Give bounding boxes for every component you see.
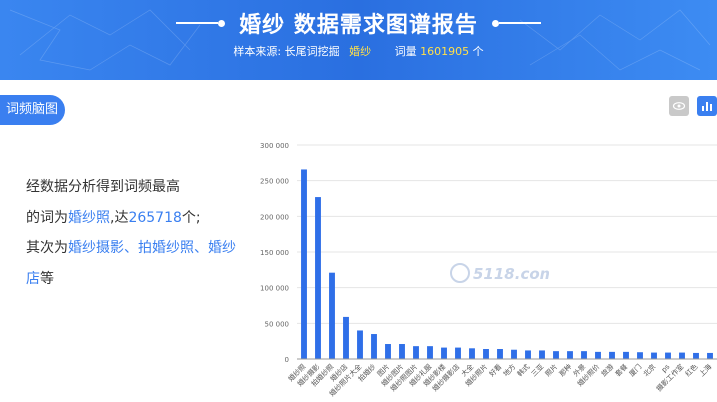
bar (329, 272, 335, 359)
bar (511, 349, 517, 359)
x-tick-label: 好看 (487, 362, 503, 378)
bar (553, 351, 559, 359)
page-title: 婚纱 数据需求图谱报告 (239, 13, 478, 38)
y-tick-label: 0 (285, 356, 289, 364)
summary-prefix-2: 其次为 (26, 240, 68, 256)
keyword-badge: 婚纱 (349, 45, 372, 58)
network-pattern (9, 9, 711, 71)
bar (609, 351, 615, 359)
y-tick-label: 200 000 (260, 213, 289, 221)
top-word-link[interactable]: 婚纱照 (68, 209, 110, 226)
summary-line-4: 店等 (26, 264, 251, 295)
bar (301, 169, 307, 359)
x-tick-label: ps (660, 363, 672, 375)
bar (525, 350, 531, 359)
bar (651, 352, 657, 359)
bar (679, 352, 685, 359)
title-decoration-right (491, 19, 541, 27)
bar (595, 351, 601, 359)
x-tick-label: 旅游 (599, 362, 615, 378)
y-tick-label: 50 000 (265, 320, 290, 328)
bar (539, 350, 545, 359)
frequency-summary: 经数据分析得到词频最高 的词为婚纱照,达265718个; 其次为婚纱摄影、拍婚纱… (26, 172, 251, 294)
bar (497, 349, 503, 359)
count-unit: 个 (472, 45, 484, 58)
bar (707, 352, 713, 359)
summary-line-3: 其次为婚纱摄影、拍婚纱照、婚纱 (26, 233, 251, 264)
x-tick-label: 红色 (683, 362, 699, 378)
summary-suffix-2: 等 (40, 270, 54, 287)
count-value: 1601905 (420, 45, 470, 58)
x-tick-label: 那种 (557, 362, 573, 378)
bar (665, 352, 671, 359)
bar (413, 346, 419, 359)
bar (399, 344, 405, 359)
toggle-view-button[interactable] (669, 96, 689, 116)
watermark-mark: 5118.com (450, 263, 555, 283)
y-tick-label: 300 000 (260, 142, 289, 150)
x-tick-label: 套餐 (613, 362, 629, 378)
summary-line-2: 的词为婚纱照,达265718个; (26, 203, 251, 234)
watermark-logo: 5118.com (449, 260, 555, 286)
tab-word-frequency[interactable]: 词频脑图 (0, 95, 65, 125)
y-tick-label: 250 000 (260, 178, 289, 186)
word-frequency-bar-chart: 0 50 000 100 000 150 000 200 000 250 000 300 0… (260, 142, 717, 398)
bar (693, 352, 699, 359)
bar (385, 344, 391, 359)
top-count: 265718 (128, 209, 182, 226)
report-header: 婚纱 数据需求图谱报告 样本来源: 长尾词挖掘 婚纱 词量 1601905 个 (0, 0, 717, 80)
x-tick-label: 韩式 (515, 362, 531, 378)
bar (441, 347, 447, 359)
summary-mid: ,达 (110, 209, 129, 226)
summary-suffix: 个; (181, 209, 201, 226)
bar (427, 346, 433, 359)
bar (343, 316, 349, 359)
bar-chart-view-button[interactable] (697, 96, 717, 116)
other-words-links-cont[interactable]: 店 (26, 270, 40, 287)
bar (469, 348, 475, 359)
bar (315, 197, 321, 359)
bar (637, 352, 643, 359)
x-tick-label: 北京 (641, 362, 657, 378)
x-tick-label: 照片 (543, 362, 559, 378)
y-tick-label: 150 000 (260, 249, 289, 257)
x-tick-label: 三亚 (530, 363, 546, 379)
other-words-links[interactable]: 婚纱摄影、拍婚纱照、婚纱 (68, 240, 236, 256)
bar (581, 351, 587, 359)
watermark-text: 5118.com (473, 265, 549, 283)
summary-prefix: 的词为 (26, 209, 68, 226)
x-tick-label: 上海 (697, 362, 713, 378)
y-tick-label: 100 000 (260, 285, 289, 293)
bar (567, 351, 573, 359)
eye-icon (672, 102, 686, 110)
title-decoration-left (176, 19, 226, 27)
bar (483, 349, 489, 359)
bar (623, 351, 629, 359)
source-label: 样本来源: (233, 45, 282, 58)
bar (371, 334, 377, 359)
source-value: 长尾词挖掘 (284, 45, 340, 58)
count-label: 词量 (394, 45, 417, 58)
x-tick-label: 摄影工作室 (654, 362, 685, 393)
bar (455, 347, 461, 359)
x-tick-label: 地方 (501, 362, 517, 378)
summary-line-1: 经数据分析得到词频最高 (26, 179, 180, 195)
report-subtitle: 样本来源: 长尾词挖掘 婚纱 词量 1601905 个 (0, 43, 717, 59)
bar-chart-icon (702, 102, 712, 111)
title-row: 婚纱 数据需求图谱报告 (0, 6, 717, 40)
bar (357, 330, 363, 359)
x-tick-label: 厦门 (627, 362, 643, 378)
